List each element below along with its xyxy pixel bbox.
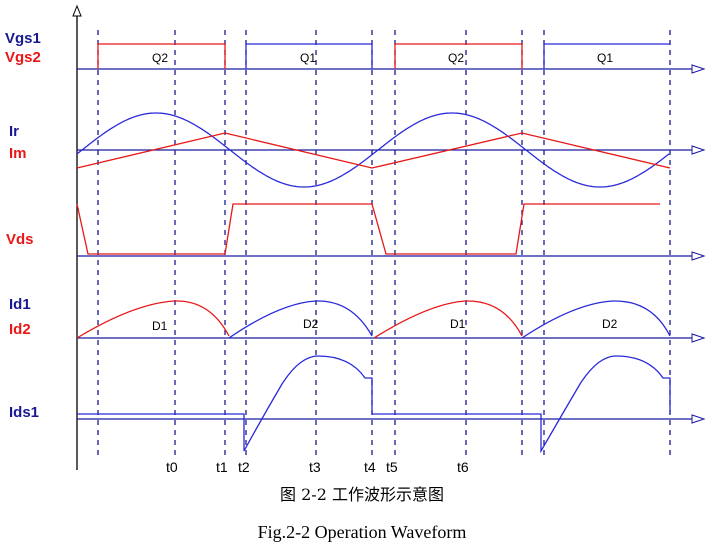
gate-pulse-1 — [97, 43, 226, 69]
label-im: Im — [9, 145, 27, 162]
gate-pulses — [97, 43, 670, 69]
gate-label-3: Q2 — [448, 51, 464, 65]
id-waveform-d2-a — [228, 300, 373, 339]
label-ir: Ir — [9, 123, 19, 140]
diode-label-4: D2 — [602, 317, 618, 331]
gate-label-4: Q1 — [597, 51, 613, 65]
label-ids1: Ids1 — [9, 404, 39, 421]
time-markers — [97, 30, 671, 460]
label-vds: Vds — [6, 231, 34, 248]
time-label-t2: t2 — [238, 459, 250, 475]
gate-pulse-3 — [394, 43, 523, 69]
time-label-t3: t3 — [309, 459, 321, 475]
label-id1: Id1 — [9, 296, 31, 313]
ir-waveform — [76, 112, 670, 188]
gate-pulse-4 — [543, 43, 670, 69]
id-baseline-arrow-icon — [691, 333, 706, 343]
gate-label-1: Q2 — [152, 51, 168, 65]
ids-baseline-arrow-icon — [691, 414, 706, 424]
gate-pulse-2 — [245, 43, 373, 69]
id-waveform-d1-a — [76, 300, 230, 339]
baselines — [77, 64, 706, 424]
time-label-t5: t5 — [386, 459, 398, 475]
gate-label-2: Q1 — [300, 51, 316, 65]
caption-english: Fig.2-2 Operation Waveform — [257, 522, 467, 542]
ir-baseline-arrow-icon — [691, 145, 706, 155]
diode-label-2: D2 — [303, 317, 319, 331]
time-label-t4: t4 — [364, 459, 376, 475]
id-waveform-d1-b — [373, 300, 523, 339]
time-label-t0: t0 — [166, 459, 178, 475]
label-id2: Id2 — [9, 321, 31, 338]
time-label-t1: t1 — [216, 459, 228, 475]
label-vgs2: Vgs2 — [5, 49, 41, 66]
vds-baseline-arrow-icon — [691, 251, 706, 261]
id-waveform-d2-b — [521, 300, 671, 339]
label-vgs1: Vgs1 — [5, 30, 41, 47]
ids1-waveform — [77, 355, 671, 454]
vertical-axis-arrow-icon — [72, 4, 82, 17]
time-label-t6: t6 — [457, 459, 469, 475]
diode-label-3: D1 — [450, 317, 466, 331]
diode-label-1: D1 — [152, 319, 168, 333]
vgs-baseline-arrow-icon — [691, 64, 706, 74]
caption-chinese: 图 2-2 工作波形示意图 — [280, 485, 444, 504]
vds-waveform-1 — [76, 203, 660, 255]
im-waveform — [76, 132, 671, 169]
